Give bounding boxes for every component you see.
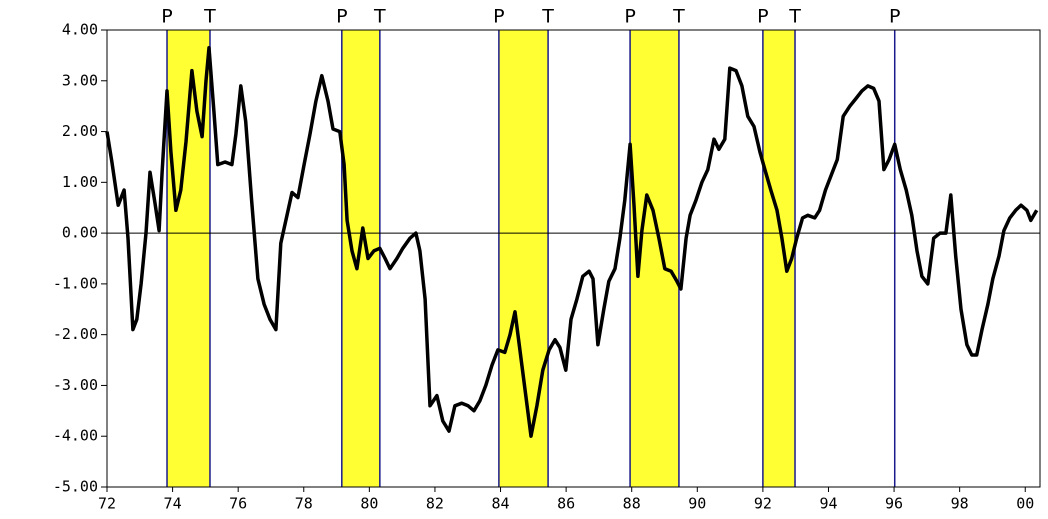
band [341, 30, 380, 487]
x-tick-label: 98 [951, 495, 969, 513]
peak-label: P [624, 6, 635, 28]
x-tick-label: 92 [754, 495, 772, 513]
trough-label: T [788, 6, 801, 28]
x-tick-label: 86 [557, 495, 575, 513]
x-tick-label: 84 [492, 495, 510, 513]
trough-label: T [672, 6, 685, 28]
trough-label: T [203, 6, 216, 28]
peak-label: P [889, 6, 900, 28]
x-tick-label: 76 [229, 495, 247, 513]
x-tick-label: 88 [623, 495, 641, 513]
peak-label: P [336, 6, 347, 28]
x-tick-label: 80 [360, 495, 378, 513]
peak-label: P [757, 6, 768, 28]
y-tick-label: -3.00 [53, 376, 98, 394]
x-tick-label: 94 [819, 495, 837, 513]
trough-label: T [541, 6, 554, 28]
x-tick-label: 72 [98, 495, 116, 513]
y-tick-label: 1.00 [62, 173, 98, 191]
data-line [105, 46, 1039, 438]
peak-label: P [493, 6, 504, 28]
x-tick-label: 78 [295, 495, 313, 513]
y-tick-label: 4.00 [62, 21, 98, 39]
y-tick-label: 2.00 [62, 122, 98, 140]
peak-label: P [161, 6, 172, 28]
y-tick-label: -2.00 [53, 325, 98, 343]
x-tick-label: 74 [164, 495, 182, 513]
x-tick-label: 90 [688, 495, 706, 513]
band [762, 30, 796, 487]
y-tick-label: -4.00 [53, 427, 98, 445]
y-tick-label: 3.00 [62, 71, 98, 89]
plot-frame [106, 29, 1041, 488]
y-tick-label: -5.00 [53, 478, 98, 496]
trough-label: T [373, 6, 386, 28]
band [498, 30, 549, 487]
x-tick-label: 00 [1016, 495, 1034, 513]
y-tick-label: -1.00 [53, 274, 98, 292]
y-tick-label: 0.00 [62, 224, 98, 242]
x-tick-label: 96 [885, 495, 903, 513]
x-tick-label: 82 [426, 495, 444, 513]
